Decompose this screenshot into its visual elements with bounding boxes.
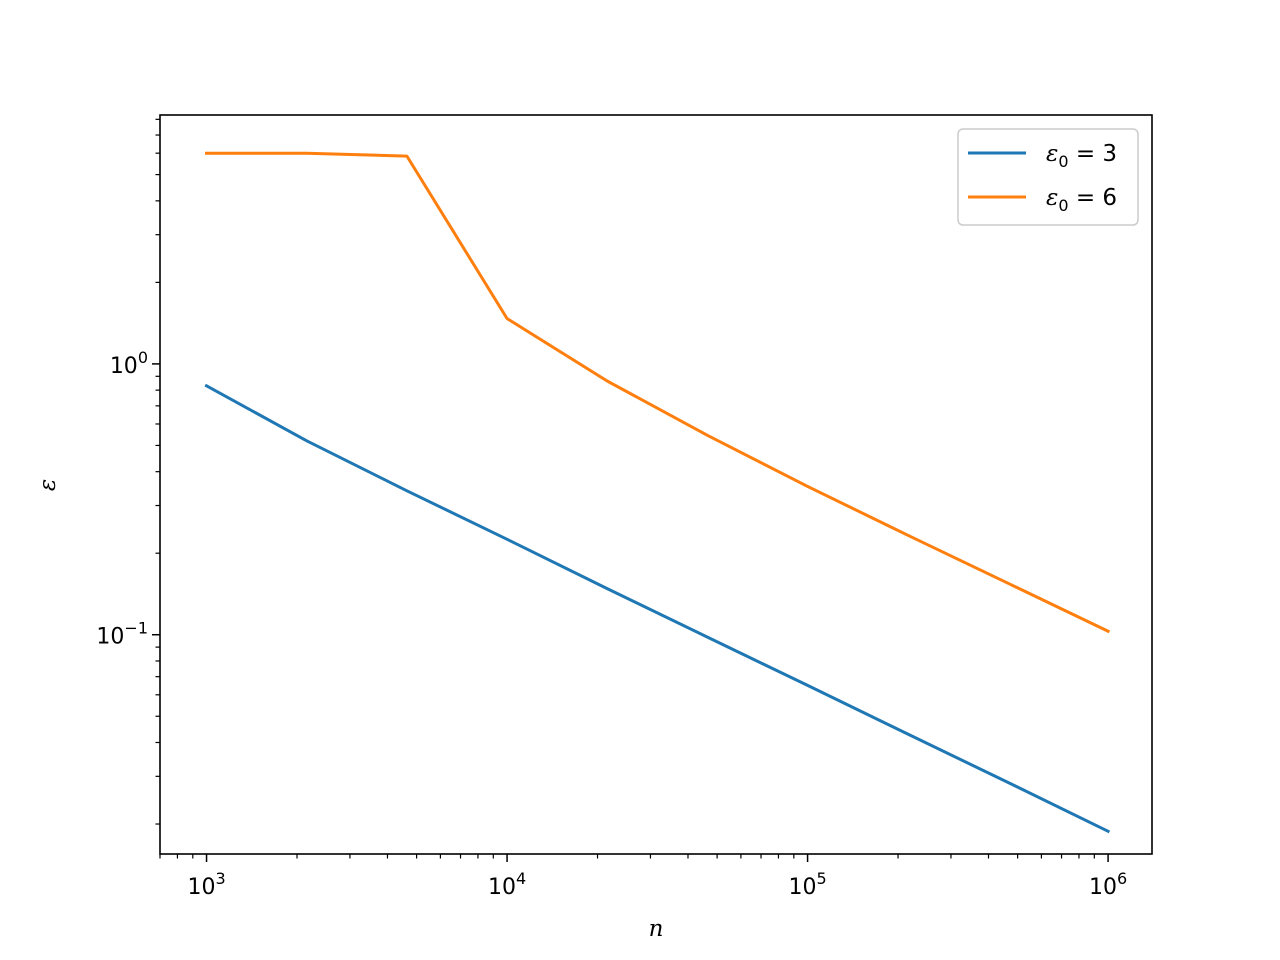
x-tick-label: 104 <box>488 869 526 900</box>
series-line-1 <box>204 383 1111 834</box>
y-tick-label: 100 <box>110 348 148 379</box>
major-ticks: 103 104 105 106 10−1 100 <box>96 348 1127 900</box>
legend-label-2: ε0 = 6 <box>1046 185 1117 215</box>
y-tick-label: 10−1 <box>96 619 148 650</box>
x-tick-label: 103 <box>187 869 225 900</box>
series-line-2 <box>205 151 1111 634</box>
series-layer <box>204 151 1111 834</box>
axes-frame <box>159 114 1153 855</box>
legend: ε0 = 3 ε0 = 6 <box>957 128 1139 226</box>
legend-label-1: ε0 = 3 <box>1046 141 1117 171</box>
x-tick-label: 106 <box>1089 869 1127 900</box>
x-tick-label: 105 <box>788 869 826 900</box>
x-axis-label: n <box>649 916 664 942</box>
y-axis-label: ε <box>35 479 61 491</box>
